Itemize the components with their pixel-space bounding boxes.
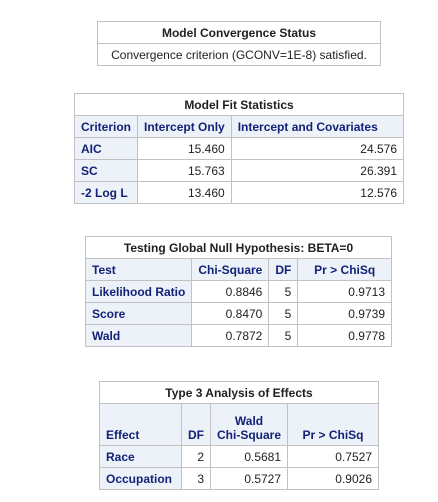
fit-header-intercept-only: Intercept Only	[137, 115, 232, 138]
global-header-chi-square: Chi-Square	[191, 258, 270, 281]
global-null-title: Testing Global Null Hypothesis: BETA=0	[85, 236, 392, 259]
model-fit-statistics-table: Model Fit Statistics Criterion Intercept…	[73, 93, 405, 204]
table-row: SC 15.763 26.391	[73, 159, 405, 182]
fit-cell: 24.576	[230, 137, 405, 160]
global-cell: 0.8846	[191, 280, 270, 303]
fit-cell: 15.460	[137, 137, 232, 160]
type3-row-label: Occupation	[99, 467, 182, 490]
fit-cell: 13.460	[137, 181, 232, 204]
type3-cell: 0.5727	[209, 467, 289, 490]
global-row-label: Likelihood Ratio	[84, 280, 193, 303]
global-cell: 0.9739	[297, 302, 392, 325]
type3-row-label: Race	[99, 445, 182, 468]
convergence-message: Convergence criterion (GCONV=1E-8) satis…	[97, 43, 381, 66]
global-header-df: DF	[268, 258, 299, 281]
fit-header-intercept-covariates: Intercept and Covariates	[230, 115, 405, 138]
convergence-status-table: Model Convergence Status Convergence cri…	[97, 21, 381, 66]
table-row: Likelihood Ratio 0.8846 5 0.9713	[84, 280, 392, 303]
table-row: -2 Log L 13.460 12.576	[73, 181, 405, 204]
type3-header-pr-chisq: Pr > ChiSq	[287, 403, 379, 446]
fit-cell: 12.576	[230, 181, 405, 204]
fit-row-label: SC	[73, 159, 139, 182]
table-row: AIC 15.460 24.576	[73, 137, 405, 160]
global-cell: 0.9778	[297, 324, 392, 347]
global-header-test: Test	[84, 258, 193, 281]
type3-cell: 0.5681	[209, 445, 289, 468]
type3-header-chi-square: Chi-Square	[217, 428, 282, 442]
global-cell: 0.7872	[191, 324, 270, 347]
fit-cell: 15.763	[137, 159, 232, 182]
type3-title: Type 3 Analysis of Effects	[99, 381, 379, 404]
global-row-label: Score	[84, 302, 193, 325]
fit-stats-title: Model Fit Statistics	[74, 93, 404, 116]
fit-cell: 26.391	[230, 159, 405, 182]
global-cell: 0.9713	[297, 280, 392, 303]
type3-cell: 2	[181, 445, 211, 468]
global-cell: 0.8470	[191, 302, 270, 325]
global-cell: 5	[268, 324, 299, 347]
type3-header-wald-chi-square: Wald Chi-Square	[209, 403, 289, 446]
type3-cell: 0.9026	[287, 467, 379, 490]
type3-header-wald: Wald	[234, 414, 264, 428]
type3-header-effect: Effect	[99, 403, 182, 446]
type3-cell: 0.7527	[287, 445, 379, 468]
type3-cell: 3	[181, 467, 211, 490]
table-row: Score 0.8470 5 0.9739	[84, 302, 392, 325]
fit-row-label: AIC	[73, 137, 139, 160]
fit-header-criterion: Criterion	[73, 115, 139, 138]
global-cell: 5	[268, 302, 299, 325]
global-header-pr-chisq: Pr > ChiSq	[297, 258, 392, 281]
table-row: Occupation 3 0.5727 0.9026	[99, 467, 379, 490]
global-row-label: Wald	[84, 324, 193, 347]
table-row: Race 2 0.5681 0.7527	[99, 445, 379, 468]
global-cell: 5	[268, 280, 299, 303]
fit-row-label: -2 Log L	[73, 181, 139, 204]
type3-header-df: DF	[181, 403, 211, 446]
table-row: Wald 0.7872 5 0.9778	[84, 324, 392, 347]
type3-analysis-table: Type 3 Analysis of Effects Effect DF Wal…	[99, 381, 379, 490]
convergence-title: Model Convergence Status	[97, 21, 381, 44]
global-null-hypothesis-table: Testing Global Null Hypothesis: BETA=0 T…	[84, 236, 392, 347]
